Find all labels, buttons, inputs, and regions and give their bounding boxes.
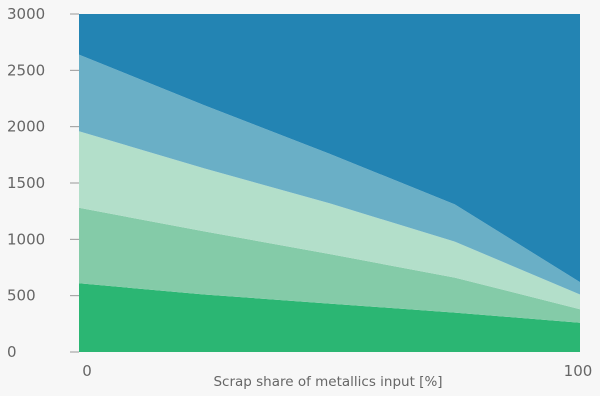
axes-group: 0 500 1000 1500 2000 2500 3000 0 100 (7, 5, 592, 380)
area-series-5 (79, 14, 580, 283)
y-tick-label: 2500 (7, 61, 45, 79)
area-series-2 (79, 207, 580, 323)
y-tick-label: 500 (7, 287, 36, 305)
y-tick-label: 3000 (7, 5, 45, 23)
area-series-3 (79, 131, 580, 310)
y-tick-label: 2000 (7, 118, 45, 136)
area-series-group (79, 14, 580, 352)
y-tick-label: 1500 (7, 174, 45, 192)
x-axis-title: Scrap share of metallics input [%] (213, 374, 442, 390)
x-tick-label: 0 (82, 362, 92, 380)
y-tick-label: 0 (7, 343, 17, 361)
x-tick-label: 100 (564, 362, 593, 380)
area-series-4 (79, 54, 580, 295)
y-tick-label: 1000 (7, 230, 45, 248)
area-series-1 (79, 283, 580, 352)
